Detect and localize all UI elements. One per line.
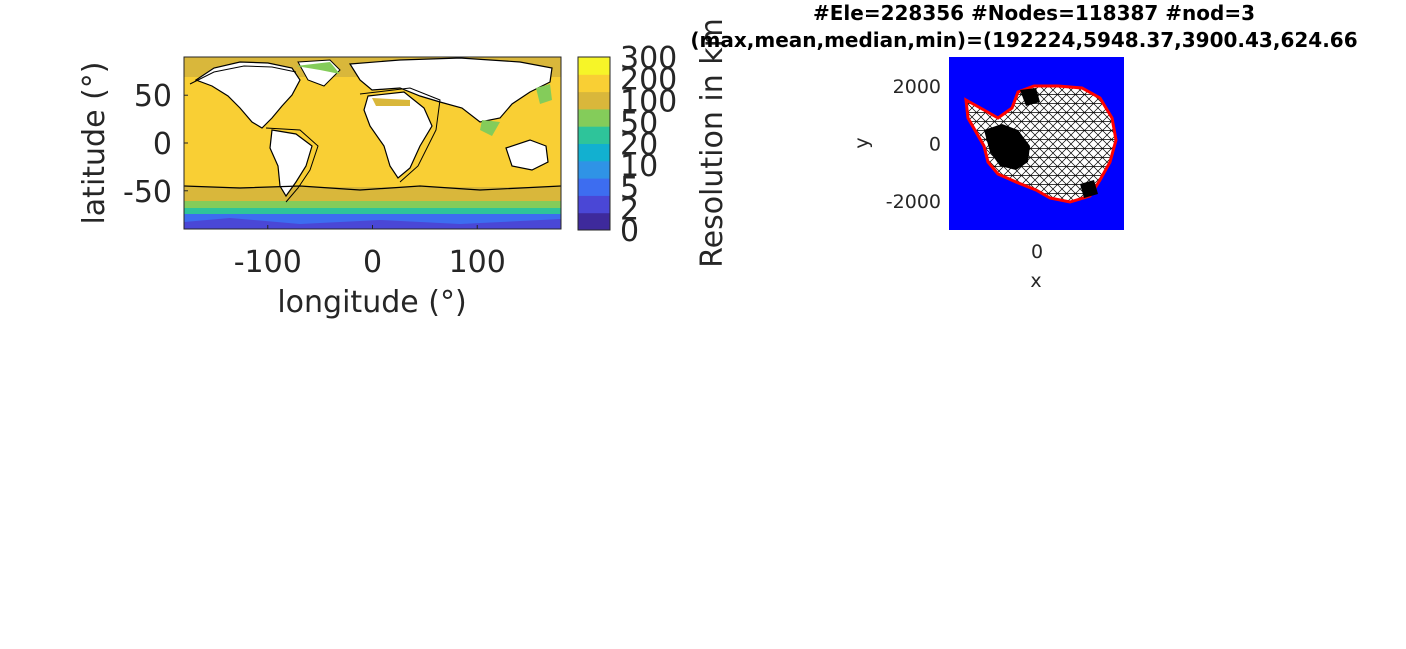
map-x-tick-label: -100 (234, 245, 302, 280)
colorbar-segment (578, 195, 610, 214)
shelf-band (184, 201, 561, 210)
mesh-ylabel: y (851, 137, 873, 148)
sahara-band (372, 98, 410, 106)
mesh-y-ticks: 2000 0 -2000 (886, 76, 941, 213)
antarctic-coast (184, 218, 561, 229)
colorbar-tick-label: 10 (620, 149, 658, 184)
contour-southern (184, 185, 561, 191)
mesh-title-line-1: #Ele=228356 #Nodes=118387 #nod=3 (813, 1, 1255, 25)
colorbar-frame (577, 56, 611, 231)
mesh-y-tick-label: 2000 (893, 76, 941, 98)
landmass-south-america (269, 129, 313, 198)
map-y-tick-label: 50 (134, 79, 172, 114)
colorbar (577, 56, 611, 231)
mesh-title-line-2: (max,mean,median,min)=(192224,5948.37,39… (690, 28, 1357, 52)
shelf-pacific (536, 84, 552, 104)
mesh-xlabel: x (1030, 270, 1041, 292)
colorbar-segment (578, 57, 610, 75)
shelf-greenland (296, 62, 340, 74)
colorbar-segment (578, 178, 610, 196)
antarctica-mesh (964, 84, 1118, 204)
mesh-x-tick-label: 0 (1031, 241, 1043, 263)
map-y-ticks: 50 0 -50 (123, 79, 188, 210)
map-x-ticks: -100 0 100 (234, 225, 506, 280)
colorbar-segment (578, 160, 610, 179)
dense-mesh-peninsula (1020, 88, 1040, 106)
colorbar-tick-label: 200 (620, 63, 677, 98)
colorbar-tick-label: 20 (620, 128, 658, 163)
mesh-plot: #Ele=228356 #Nodes=118387 #nod=3 (max,me… (690, 1, 1357, 292)
contour-africa (359, 87, 441, 183)
colorbar-label: Resolution in km (695, 18, 730, 268)
shelf-indonesia (480, 120, 500, 136)
colorbar-tick-label: 5 (620, 171, 639, 206)
mesh-y-tick-label: 0 (929, 134, 941, 156)
dense-mesh-region (984, 124, 1030, 170)
dense-mesh-coast (1080, 180, 1098, 198)
contour-na (189, 65, 297, 85)
colorbar-tick-label: 300 (620, 41, 677, 76)
colorbar-segment (578, 212, 610, 231)
colorbar-segment (578, 126, 610, 144)
colorbar-segment (578, 108, 610, 127)
map-ylabel: latitude (°) (77, 61, 112, 224)
map-x-tick-label: 0 (363, 245, 382, 280)
landmass-north-america (194, 61, 301, 129)
shelf-band-2 (184, 208, 561, 216)
colorbar-segment (578, 74, 610, 93)
contour-sa (265, 127, 319, 203)
colorbar-tick-label: 50 (620, 106, 658, 141)
map-y-tick-label: 0 (153, 127, 172, 162)
landmass-australia (505, 139, 549, 171)
colorbar-tick-label: 100 (620, 84, 677, 119)
map-y-tick-label: -50 (123, 175, 172, 210)
colorbar-tick-label: 0 (620, 214, 639, 249)
colorbar-tick-label: 2 (620, 192, 639, 227)
colorbar-segment (578, 91, 610, 110)
resolution-map: -100 0 100 500-50 longitude (°) latitude (… (77, 18, 730, 320)
mesh-x-ticks: 0 (1031, 241, 1043, 263)
landmass-eurasia (348, 57, 553, 123)
colorbar-segment (578, 143, 610, 162)
mesh-y-tick-label: -2000 (886, 191, 941, 213)
map-xlabel: longitude (°) (277, 285, 466, 320)
map-x-tick-label: 100 (449, 245, 506, 280)
landmass-africa (363, 91, 433, 179)
